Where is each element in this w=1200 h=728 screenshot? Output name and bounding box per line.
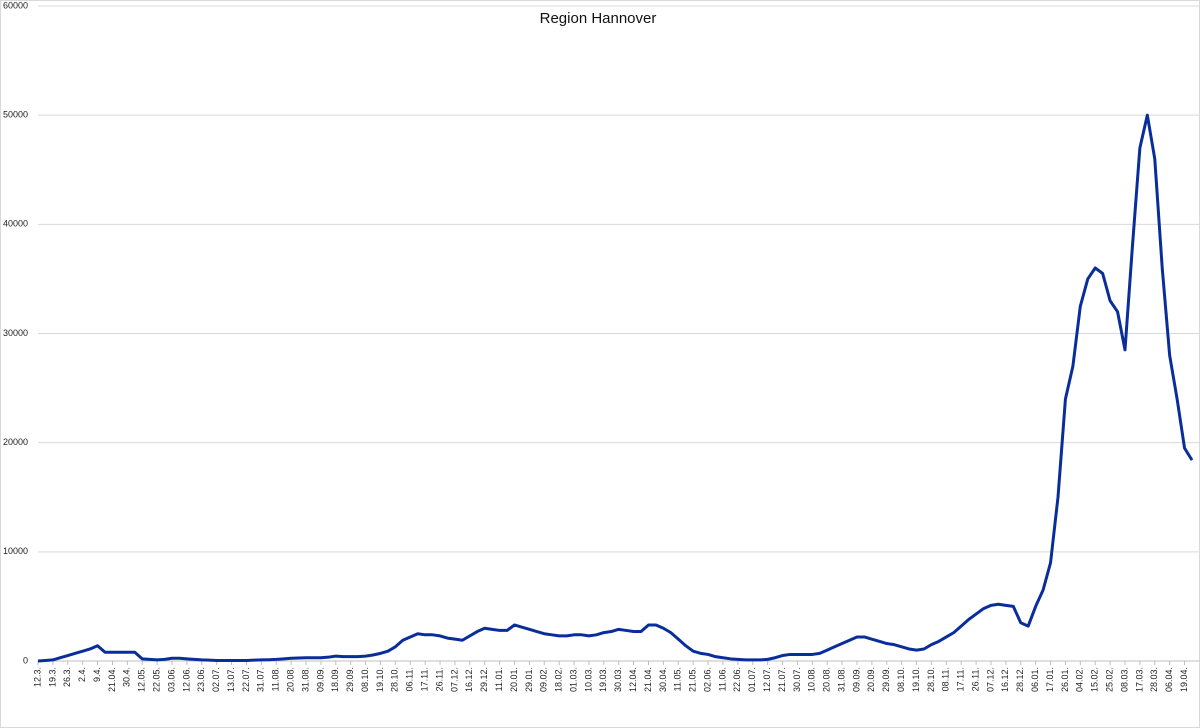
x-tick-label: 12.05. [137, 667, 147, 692]
x-tick-label: 28.10. [926, 667, 936, 692]
x-tick-label: 12.04. [628, 667, 638, 692]
x-tick-label: 10.08. [807, 667, 817, 692]
x-tick-label: 10.03. [583, 667, 593, 692]
x-tick-label: 21.04. [107, 667, 117, 692]
x-tick-label: 09.02. [539, 667, 549, 692]
x-tick-label: 29.12. [479, 667, 489, 692]
x-tick-label: 2.4. [77, 667, 87, 682]
y-tick-label: 0 [23, 655, 28, 665]
x-tick-label: 08.10. [360, 667, 370, 692]
x-tick-label: 11.06. [717, 667, 727, 691]
x-tick-label: 04.02. [1075, 667, 1085, 692]
x-tick-label: 02.07. [211, 667, 221, 692]
x-tick-label: 30.07. [792, 667, 802, 692]
x-tick-label: 17.03. [1134, 667, 1144, 692]
x-tick-label: 07.12. [449, 667, 459, 692]
x-tick-label: 16.12. [1000, 667, 1010, 692]
x-tick-label: 12.3. [32, 667, 42, 687]
x-tick-label: 20.08. [822, 667, 832, 692]
x-tick-label: 26.01. [1060, 667, 1070, 692]
x-tick-label: 06.04. [1164, 667, 1174, 692]
x-tick-label: 29.09. [881, 667, 891, 692]
x-tick-label: 16.12. [464, 667, 474, 692]
x-tick-label: 28.12. [1015, 667, 1025, 692]
x-tick-label: 13.07. [226, 667, 236, 692]
x-tick-label: 29.09. [345, 667, 355, 692]
x-tick-label: 02.06. [702, 667, 712, 692]
x-tick-label: 17.01. [1045, 667, 1055, 692]
chart-title: Region Hannover [540, 10, 657, 27]
x-tick-label: 18.02. [554, 667, 564, 692]
y-tick-label: 10000 [3, 546, 28, 556]
x-tick-label: 22.05. [151, 667, 161, 692]
y-tick-label: 60000 [3, 0, 28, 10]
x-tick-label: 19.04. [1179, 667, 1189, 692]
x-tick-label: 20.08. [286, 667, 296, 692]
x-tick-label: 21.04. [643, 667, 653, 692]
x-tick-label: 12.07. [762, 667, 772, 692]
x-tick-label: 31.08. [836, 667, 846, 692]
x-tick-label: 22.07. [241, 667, 251, 692]
x-tick-label: 08.11. [941, 667, 951, 691]
y-tick-label: 50000 [3, 110, 28, 120]
x-tick-label: 9.4. [92, 667, 102, 682]
x-tick-label: 11.05. [673, 667, 683, 691]
x-tick-label: 07.12. [985, 667, 995, 692]
x-tick-label: 11.01. [494, 667, 504, 691]
x-tick-label: 20.09. [866, 667, 876, 692]
x-tick-label: 09.09. [851, 667, 861, 692]
x-tick-label: 26.3. [62, 667, 72, 687]
x-tick-label: 06.11. [405, 667, 415, 691]
x-tick-label: 01.07. [747, 667, 757, 692]
data-line [37, 113, 1194, 663]
x-tick-label: 20.01. [509, 667, 519, 692]
x-tick-label: 03.06. [166, 667, 176, 692]
x-tick-label: 11.08. [271, 667, 281, 691]
x-tick-label: 29.01. [524, 667, 534, 692]
x-tick-label: 30.04. [658, 667, 668, 692]
y-tick-label: 20000 [3, 437, 28, 447]
x-tick-label: 17.11. [956, 667, 966, 691]
x-tick-label: 31.08. [300, 667, 310, 692]
x-tick-label: 21.05. [688, 667, 698, 692]
y-tick-label: 30000 [3, 328, 28, 338]
x-tick-label: 19.03. [598, 667, 608, 692]
x-tick-label: 18.09. [330, 667, 340, 692]
x-tick-label: 26.11. [970, 667, 980, 691]
x-tick-label: 25.02. [1104, 667, 1114, 692]
x-tick-label: 15.02. [1090, 667, 1100, 692]
x-tick-label: 09.09. [315, 667, 325, 692]
x-tick-label: 30.4. [122, 667, 132, 687]
x-tick-label: 19.10. [375, 667, 385, 692]
x-tick-label: 08.10. [896, 667, 906, 692]
x-tick-label: 21.07. [777, 667, 787, 692]
x-tick-label: 22.06. [732, 667, 742, 692]
y-tick-label: 40000 [3, 219, 28, 229]
x-tick-label: 08.03. [1119, 667, 1129, 692]
x-tick-label: 28.03. [1149, 667, 1159, 692]
x-tick-label: 12.06. [181, 667, 191, 692]
x-tick-label: 26.11. [434, 667, 444, 691]
x-tick-label: 30.03. [613, 667, 623, 692]
x-tick-label: 19.3. [47, 667, 57, 687]
x-tick-label: 19.10. [911, 667, 921, 692]
x-tick-label: 01.03. [568, 667, 578, 692]
x-tick-label: 17.11. [420, 667, 430, 691]
x-tick-label: 06.01. [1030, 667, 1040, 692]
x-tick-label: 28.10. [390, 667, 400, 692]
x-tick-label: 23.06. [196, 667, 206, 692]
x-tick-label: 31.07. [256, 667, 266, 692]
